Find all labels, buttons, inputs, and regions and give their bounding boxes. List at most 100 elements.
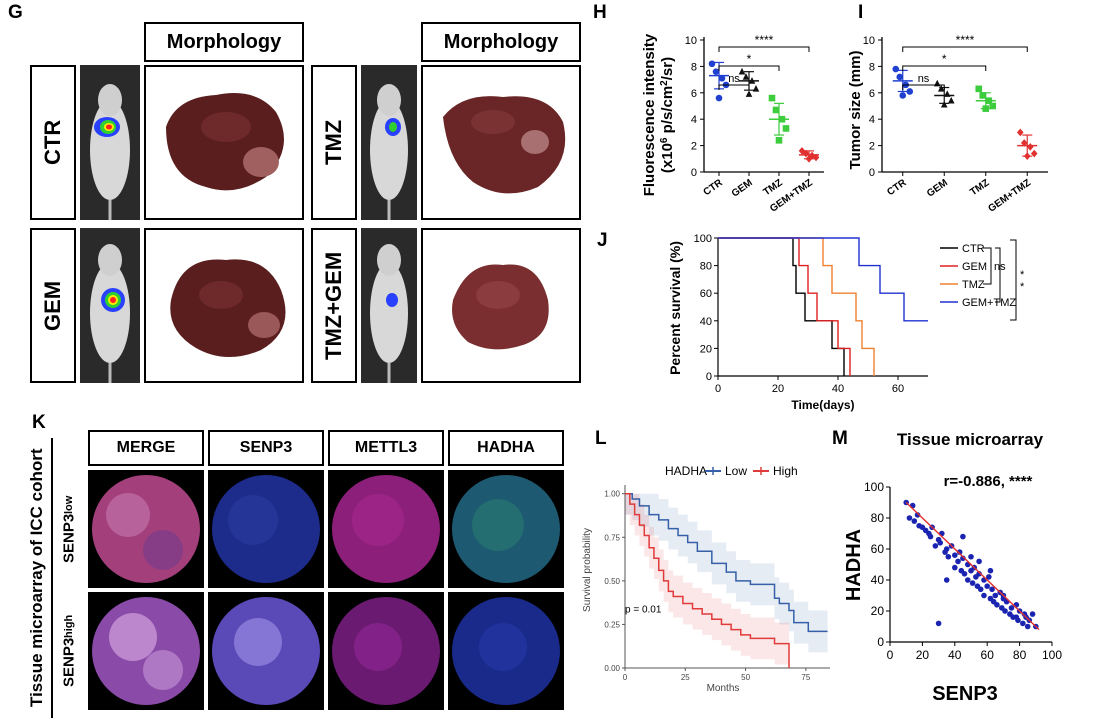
column-header-senp3: SENP3 — [208, 430, 324, 466]
i-point — [892, 65, 900, 73]
j-ytick-label: 100 — [694, 233, 712, 245]
l-xtick-label: 0 — [623, 673, 628, 682]
j-ytick-label: 80 — [700, 261, 712, 273]
i-ytick-label: 4 — [869, 114, 875, 126]
i-point — [975, 85, 983, 93]
m-point — [1029, 611, 1036, 617]
h-point — [738, 67, 746, 75]
h-point — [775, 137, 783, 144]
i-significance-bracket — [902, 46, 1028, 52]
tissue-mettl3-low — [328, 470, 444, 588]
i-point — [979, 92, 987, 99]
i-significance-label: **** — [956, 33, 975, 47]
i-ytick-label: 6 — [869, 88, 875, 100]
j-ytick-label: 40 — [700, 316, 712, 328]
i-point — [906, 88, 914, 95]
chart-l-xlabel: Months — [707, 683, 740, 694]
mouse-image-gem — [80, 228, 140, 383]
chart-l: Survival probability Months HADHA 0.00 0.… — [582, 464, 830, 694]
h-point — [718, 74, 726, 82]
m-fit-line — [905, 501, 1040, 631]
i-point — [937, 85, 945, 92]
l-confidence-band — [625, 493, 789, 668]
m-point — [952, 552, 958, 558]
h-ytick-label: 8 — [691, 61, 697, 73]
tissue-merge-high — [88, 592, 204, 710]
panel-label-i: I — [858, 2, 864, 23]
group-label-tmz: TMZ — [311, 65, 357, 220]
chart-m-xlabel: SENP3 — [932, 683, 998, 705]
i-ytick-label: 8 — [869, 61, 875, 73]
i-ytick-label: 2 — [869, 141, 875, 153]
h-significance-bracket — [718, 65, 780, 71]
liver-image-tmz-gem — [421, 228, 581, 383]
m-xtick-label: 60 — [981, 648, 995, 662]
m-point — [935, 620, 942, 627]
i-point — [1030, 149, 1038, 158]
h-ytick-label: 2 — [691, 141, 697, 153]
chart-j-xlabel: Time(days) — [791, 398, 854, 412]
l-ytick-label: 0.00 — [604, 664, 620, 673]
chart-m-title: Tissue microarray — [897, 430, 1044, 449]
m-point — [960, 533, 966, 540]
m-point — [955, 558, 961, 565]
m-point — [1020, 620, 1026, 627]
m-point — [992, 592, 999, 599]
j-annotation-star: * — [1020, 269, 1025, 281]
m-xtick-label: 100 — [1042, 648, 1062, 662]
i-significance-bracket — [902, 84, 945, 90]
h-significance-label: **** — [755, 33, 774, 47]
h-category-label: GEM — [730, 177, 755, 199]
tissue-mettl3-high — [328, 592, 444, 710]
h-ytick-label: 4 — [691, 114, 697, 126]
m-point — [987, 567, 994, 574]
i-point — [899, 92, 907, 99]
liver-image-tmz — [421, 65, 581, 220]
chart-m-ylabel: HADHA — [843, 529, 865, 601]
column-header-merge: MERGE — [88, 430, 204, 466]
m-ytick-label: 80 — [871, 511, 885, 525]
chart-j-ylabel: Percent survival (%) — [667, 241, 683, 375]
j-xtick-label: 60 — [892, 383, 904, 395]
m-point — [964, 577, 971, 583]
chart-h: Fluorescence intensity (x106 p/s/cm2/sr)… — [641, 33, 824, 215]
l-legend-label: Low — [725, 464, 747, 478]
i-significance-bracket — [902, 65, 987, 71]
m-ytick-label: 60 — [871, 542, 885, 556]
m-point — [984, 583, 990, 589]
m-point — [1002, 608, 1008, 614]
tissue-senp3-high — [208, 592, 324, 710]
chart-l-ylabel: Survival probability — [582, 528, 593, 612]
panel-label-h: H — [593, 2, 607, 23]
i-point — [896, 73, 904, 81]
m-xtick-label: 20 — [916, 648, 930, 662]
j-series-line — [718, 237, 928, 322]
m-point — [968, 553, 974, 560]
i-point — [940, 100, 948, 108]
j-ytick-label: 20 — [700, 343, 712, 355]
j-bracket — [995, 247, 1001, 303]
h-point — [715, 94, 723, 102]
h-ytick-label: 0 — [691, 167, 697, 179]
l-series-line — [625, 492, 790, 668]
l-xtick-label: 50 — [741, 673, 750, 682]
mouse-image-ctr — [80, 65, 140, 220]
panel-label-k: K — [32, 412, 46, 433]
m-point — [945, 553, 952, 560]
j-legend-label: TMZ — [962, 279, 985, 291]
h-point — [745, 90, 753, 97]
j-bracket — [983, 247, 992, 285]
chart-i-ylabel: Tumor size (mm) — [847, 51, 864, 170]
j-xtick-label: 20 — [772, 383, 784, 395]
h-point — [742, 73, 750, 80]
h-significance-label: * — [747, 52, 752, 66]
l-legend-label: High — [773, 464, 798, 478]
tissue-hadha-low — [448, 470, 564, 588]
panel-label-j: J — [597, 230, 608, 251]
m-xtick-label: 80 — [1013, 648, 1027, 662]
h-category-label: TMZ — [762, 177, 785, 198]
h-point — [768, 94, 776, 102]
j-xtick-label: 0 — [715, 383, 721, 395]
group-label-tmz-gem: TMZ+GEM — [311, 228, 357, 383]
